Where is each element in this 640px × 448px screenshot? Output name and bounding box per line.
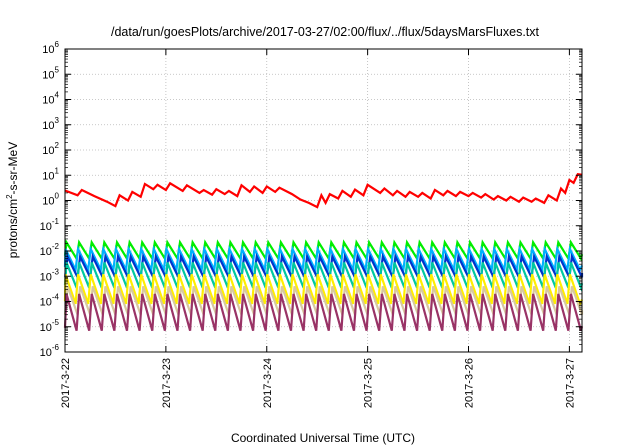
series-line-0 bbox=[64, 173, 583, 209]
series-line-1 bbox=[63, 239, 584, 262]
y-tick-label-base: 10 bbox=[42, 95, 54, 107]
y-tick-label: 10-1 bbox=[40, 217, 60, 233]
y-tick-label-exponent: 0 bbox=[55, 192, 60, 201]
x-tick-label: 2017-3-25 bbox=[363, 358, 375, 408]
series-line-4 bbox=[63, 262, 584, 292]
y-tick-label-exponent: 2 bbox=[55, 141, 60, 150]
x-tick-label: 2017-3-27 bbox=[564, 358, 576, 408]
y-axis-title-superscript: 2 bbox=[5, 194, 14, 199]
y-tick-label-base: 10 bbox=[40, 322, 52, 334]
y-tick-label-exponent: -6 bbox=[52, 343, 60, 352]
x-tick-label: 2017-3-26 bbox=[464, 358, 476, 408]
y-tick-labels: 10-610-510-410-310-210-11001011021031041… bbox=[40, 40, 60, 359]
y-axis-title-rest: -s-sr-MeV bbox=[6, 142, 20, 195]
y-tick-label-base: 10 bbox=[40, 297, 52, 309]
series-line-5 bbox=[63, 273, 584, 307]
y-tick-label-base: 10 bbox=[40, 271, 52, 283]
y-axis-title-base: protons/cm bbox=[6, 199, 20, 258]
series-line-6 bbox=[63, 285, 584, 316]
y-tick-label: 105 bbox=[42, 65, 59, 81]
y-tick-label-exponent: 5 bbox=[55, 65, 60, 74]
y-tick-label-exponent: 6 bbox=[55, 40, 60, 49]
y-tick-label-exponent: 4 bbox=[55, 91, 60, 100]
y-tick-label: 102 bbox=[42, 141, 59, 157]
y-tick-label-base: 10 bbox=[42, 44, 54, 56]
y-tick-label-exponent: 3 bbox=[55, 116, 60, 125]
y-tick-label-base: 10 bbox=[42, 145, 54, 157]
axis-ticks bbox=[64, 48, 582, 353]
x-tick-labels: 2017-3-22 2017-3-23 2017-3-24 2017-3-25 2017… bbox=[60, 358, 576, 408]
y-tick-label: 103 bbox=[42, 116, 59, 132]
series-line-3 bbox=[63, 252, 584, 282]
y-tick-label: 10-2 bbox=[40, 242, 60, 258]
y-tick-label-base: 10 bbox=[40, 221, 52, 233]
x-axis-title: Coordinated Universal Time (UTC) bbox=[231, 431, 415, 445]
data-series bbox=[63, 173, 584, 331]
y-tick-label: 10-4 bbox=[40, 293, 60, 309]
x-tick-label: 2017-3-23 bbox=[161, 358, 173, 408]
y-tick-label-base: 10 bbox=[42, 170, 54, 182]
y-tick-label-exponent: 1 bbox=[55, 166, 60, 175]
chart-title: /data/run/goesPlots/archive/2017-03-27/0… bbox=[111, 25, 540, 39]
x-tick-label: 2017-3-24 bbox=[262, 358, 274, 408]
x-tick-label: 2017-3-22 bbox=[60, 358, 72, 408]
series-line-7 bbox=[63, 293, 584, 331]
y-tick-label-exponent: -1 bbox=[52, 217, 60, 226]
y-tick-label-base: 10 bbox=[40, 347, 52, 359]
y-tick-label-exponent: -2 bbox=[52, 242, 60, 251]
y-tick-label: 10-3 bbox=[40, 267, 60, 283]
y-tick-label: 10-5 bbox=[40, 318, 60, 334]
y-tick-label: 106 bbox=[42, 40, 59, 56]
y-tick-label-base: 10 bbox=[42, 69, 54, 81]
y-tick-label: 10-6 bbox=[40, 343, 60, 359]
y-tick-label-exponent: -5 bbox=[52, 318, 60, 327]
y-axis-title: protons/cm2-s-sr-MeV bbox=[5, 142, 20, 258]
y-tick-label: 100 bbox=[42, 192, 59, 208]
y-tick-label-base: 10 bbox=[40, 246, 52, 258]
y-tick-label: 101 bbox=[42, 166, 59, 182]
series-line-2 bbox=[63, 245, 584, 274]
y-tick-label-base: 10 bbox=[42, 120, 54, 132]
y-tick-label-base: 10 bbox=[42, 196, 54, 208]
y-tick-label: 104 bbox=[42, 91, 59, 107]
y-tick-label-exponent: -4 bbox=[52, 293, 60, 302]
y-tick-label-exponent: -3 bbox=[52, 267, 60, 276]
